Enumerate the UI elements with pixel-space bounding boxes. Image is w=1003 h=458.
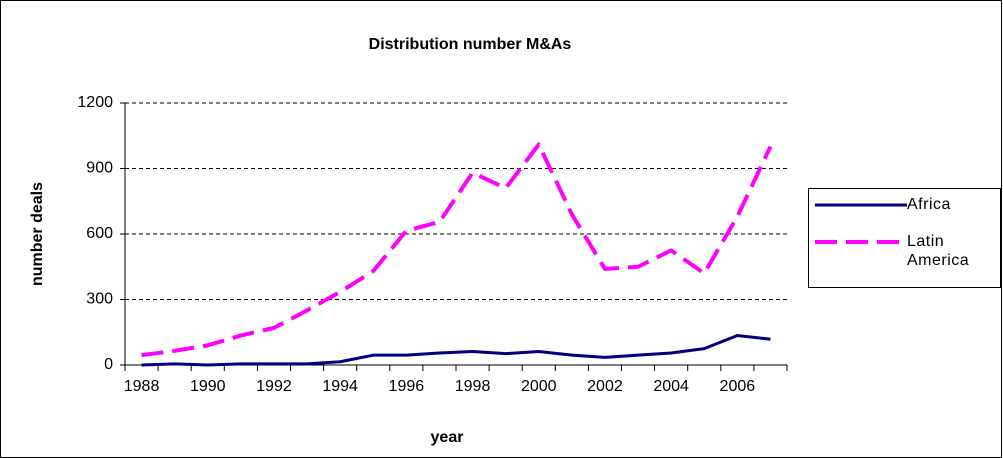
x-tick-label: 2004 — [653, 378, 689, 395]
y-tick-label: 900 — [86, 160, 113, 177]
y-tick-label: 300 — [86, 291, 113, 308]
y-tick-label: 1200 — [77, 94, 113, 111]
legend-label: Africa — [907, 196, 951, 213]
legend: Africa Latin America — [808, 188, 1001, 288]
x-tick-label: 1992 — [256, 378, 292, 395]
x-tick-label: 2006 — [720, 378, 756, 395]
x-tick-label: 1990 — [190, 378, 226, 395]
x-tick-label: 1988 — [124, 378, 160, 395]
legend-item: Africa — [815, 195, 987, 215]
x-tick-label: 2002 — [587, 378, 623, 395]
x-tick-label: 1998 — [455, 378, 491, 395]
legend-label: Latin America — [907, 233, 970, 269]
x-tick-label: 1994 — [322, 378, 358, 395]
series-line — [141, 334, 771, 367]
legend-item: Latin America — [815, 232, 987, 270]
x-tick-label: 1996 — [389, 378, 425, 395]
x-axis-label: year — [431, 429, 464, 446]
y-tick-label: 0 — [104, 356, 113, 373]
series-line — [141, 142, 773, 358]
y-axis-label: number deals — [29, 182, 46, 286]
y-tick-label: 600 — [86, 225, 113, 242]
legend-swatch — [815, 203, 907, 207]
chart-title: Distribution number M&As — [369, 36, 572, 53]
x-tick-label: 2000 — [521, 378, 557, 395]
legend-swatch — [815, 240, 907, 244]
